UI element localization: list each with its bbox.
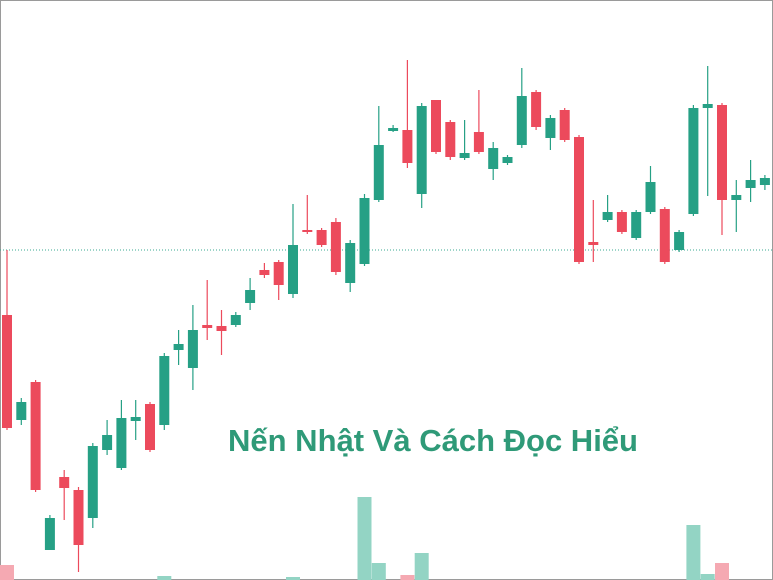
candle-body [674, 232, 685, 250]
volume-bar [157, 576, 172, 580]
candle-body [316, 230, 327, 245]
candle-body [273, 262, 284, 285]
candle-body [659, 209, 670, 262]
candle-body [588, 242, 599, 245]
candle-body [187, 330, 198, 368]
volume-bar [357, 497, 372, 580]
volume-bar [715, 563, 729, 580]
candle-body [731, 195, 742, 200]
candle-body [345, 243, 356, 283]
candle-body [531, 92, 542, 127]
candle-body [388, 128, 399, 131]
candle-body [59, 477, 70, 488]
candle-body [145, 404, 155, 450]
candle-body [16, 402, 27, 420]
candle-body [717, 105, 727, 200]
candle-body [259, 270, 270, 275]
volume-bar [286, 577, 300, 580]
candle-body [416, 106, 427, 194]
volume-bar [700, 574, 715, 580]
candle-body [130, 417, 141, 421]
volume-layer [0, 497, 729, 580]
volume-bar [0, 565, 14, 580]
candle-body [602, 212, 613, 220]
candle-body [202, 325, 213, 328]
candle-body [516, 96, 527, 145]
candle-body [702, 104, 713, 108]
candle-body [102, 435, 113, 450]
candle-body [73, 490, 84, 545]
candle-body [373, 145, 384, 200]
candle-body [230, 315, 241, 325]
candle-body [216, 326, 227, 331]
volume-bar [400, 575, 415, 580]
chart-title: Nến Nhật Và Cách Đọc Hiểu [228, 423, 638, 458]
candle-body [173, 344, 184, 350]
candle-body [473, 132, 484, 152]
candle-body [288, 245, 298, 294]
candle-body [245, 290, 256, 303]
candle-body [87, 446, 98, 518]
volume-bar [414, 553, 429, 580]
candle-body [302, 230, 313, 232]
volume-bar [686, 525, 701, 580]
candle-layer [0, 60, 773, 572]
candle-body [445, 122, 456, 157]
candle-body [30, 382, 41, 490]
candle-body [431, 100, 441, 152]
candle-body [631, 212, 642, 238]
candle-body [745, 180, 756, 188]
candle-body [759, 178, 770, 185]
volume-bar [371, 563, 386, 580]
candle-body [330, 222, 341, 272]
candle-body [559, 110, 570, 140]
candle-body [44, 518, 55, 550]
candle-body [459, 153, 470, 158]
candle-body [645, 182, 656, 212]
candle-body [2, 315, 12, 428]
candle-body [116, 418, 127, 468]
candle-body [545, 118, 556, 138]
candle-body [488, 148, 499, 169]
candle-body [616, 212, 627, 232]
candle-body [574, 137, 584, 262]
candle-body [502, 157, 513, 163]
candle-body [159, 356, 170, 425]
candle-body [688, 108, 699, 214]
candle-body [402, 130, 413, 163]
candle-body [359, 198, 370, 264]
